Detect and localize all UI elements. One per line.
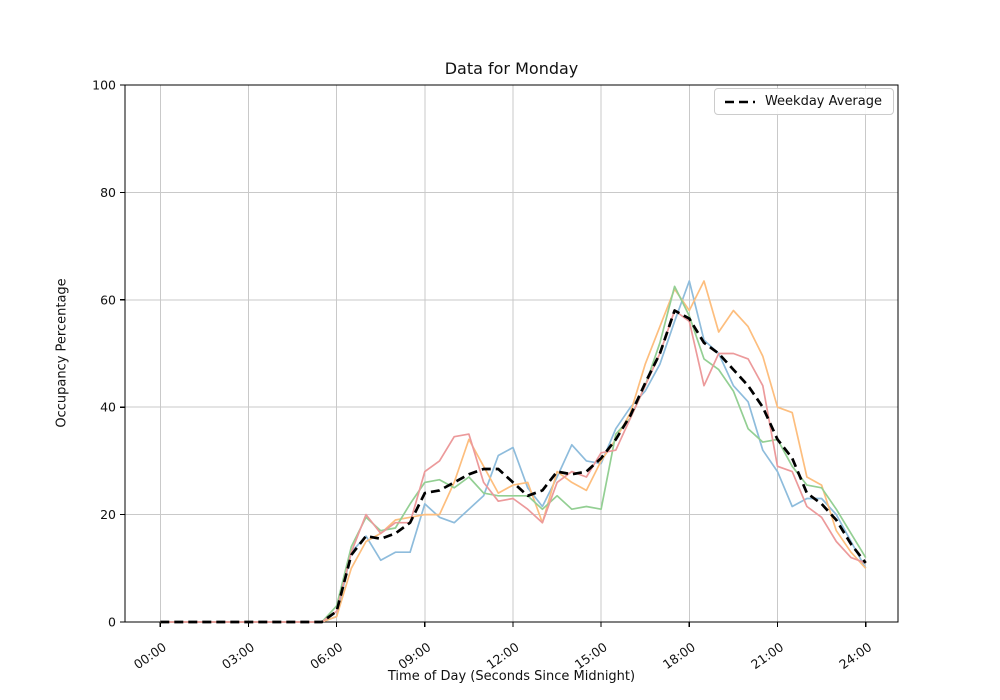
y-tick-label: 20 [100, 507, 116, 522]
axes-spines [124, 84, 899, 623]
x-tick-label: 00:00 [131, 639, 169, 672]
y-tick-label: 100 [92, 78, 116, 93]
legend-label: Weekday Average [764, 94, 882, 109]
x-tick-label: 24:00 [836, 639, 874, 672]
legend: Weekday Average [713, 88, 894, 115]
grid-layer [125, 84, 898, 623]
average-line [160, 309, 867, 624]
legend-dashed-line-sample [724, 100, 755, 103]
axes-frame [124, 84, 899, 623]
y-tick-label: 40 [100, 400, 116, 415]
x-axis-label: Time of Day (Seconds Since Midnight) [387, 669, 636, 684]
chart-title: Data for Monday [444, 59, 579, 78]
y-tick-label: 0 [108, 615, 116, 630]
series-layer [160, 280, 867, 624]
x-tick-label: 18:00 [660, 639, 698, 672]
x-tick-label: 09:00 [395, 639, 433, 672]
y-tick-label: 80 [100, 185, 116, 200]
x-tick-label: 12:00 [484, 639, 522, 672]
x-tick-label: 21:00 [748, 639, 786, 672]
x-tick-label: 15:00 [572, 639, 610, 672]
x-tick-label: 06:00 [307, 639, 345, 672]
y-tick-label: 60 [100, 292, 116, 307]
x-tick-label: 03:00 [219, 639, 257, 672]
